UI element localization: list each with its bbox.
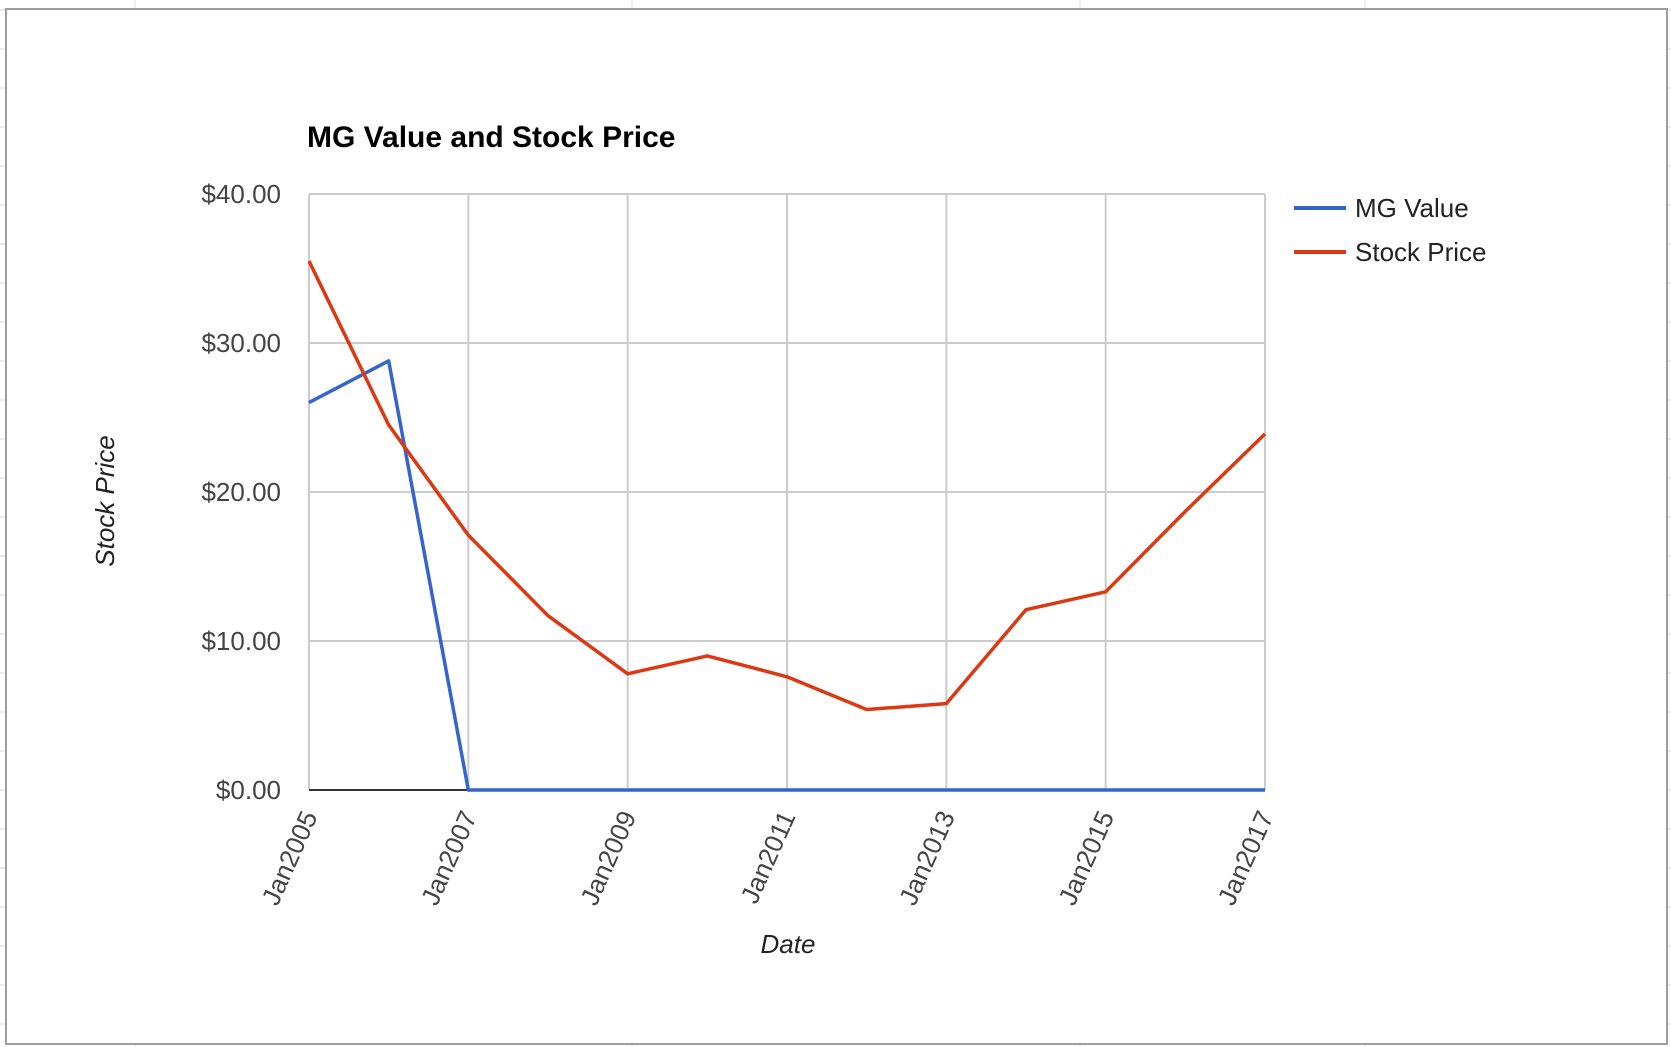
- x-tick-label: Jan2011: [734, 806, 801, 908]
- x-axis-title: Date: [761, 929, 816, 959]
- x-tick-label: Jan2015: [1052, 806, 1120, 909]
- legend: MG Value Stock Price: [1294, 193, 1487, 267]
- x-tick-label: Jan2017: [1211, 806, 1279, 909]
- series-line-stock-price[interactable]: [307, 260, 1267, 712]
- x-tick-label: Jan2007: [415, 806, 483, 909]
- x-tick-label: Jan2005: [255, 806, 323, 909]
- x-tick-label: Jan2013: [893, 806, 961, 909]
- tick-labels: $0.00 $10.00 $20.00 $30.00 $40.00 Jan2005 Jan2…: [201, 179, 1279, 910]
- y-axis-title: Stock Price: [90, 435, 120, 567]
- gridlines: [308, 193, 1266, 790]
- chart-title: MG Value and Stock Price: [307, 121, 675, 154]
- chart-container[interactable]: $0.00 $10.00 $20.00 $30.00 $40.00 Jan2005 Jan2…: [5, 8, 1668, 1045]
- series-lines: [307, 260, 1267, 792]
- x-tick-label: Jan2009: [574, 806, 642, 909]
- y-tick-label: $20.00: [201, 477, 281, 507]
- y-tick-label: $0.00: [216, 775, 281, 805]
- y-tick-label: $10.00: [201, 626, 281, 656]
- series-line-mg-value[interactable]: [308, 359, 1265, 792]
- legend-label: Stock Price: [1355, 237, 1487, 267]
- y-tick-label: $30.00: [201, 328, 281, 358]
- line-chart: $0.00 $10.00 $20.00 $30.00 $40.00 Jan2005 Jan2…: [90, 121, 1487, 959]
- legend-label: MG Value: [1355, 193, 1469, 223]
- y-tick-label: $40.00: [201, 179, 281, 209]
